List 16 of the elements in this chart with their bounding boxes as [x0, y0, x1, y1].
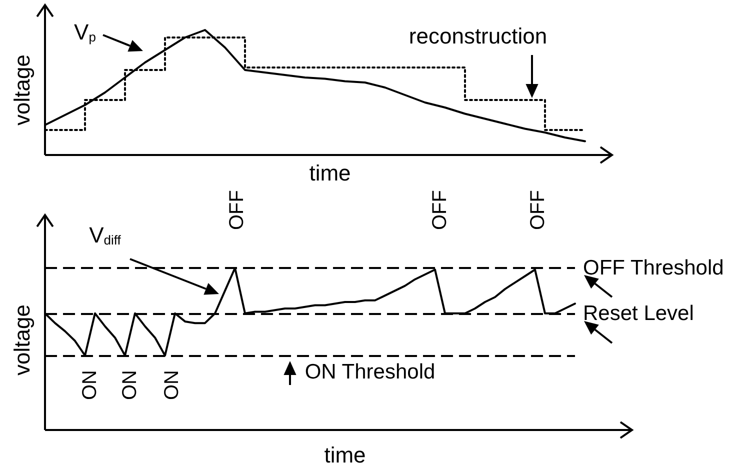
ref-line-label: ON Threshold — [304, 360, 436, 384]
annotation: ON — [79, 370, 101, 400]
annotation: ON — [119, 370, 141, 400]
annotation: ON — [161, 370, 183, 400]
y-axis-title: voltage — [10, 54, 34, 126]
y-axis-title: voltage — [10, 304, 34, 376]
x-axis-title: time — [309, 160, 351, 186]
ref-line-label: Reset Level — [583, 302, 694, 325]
text: OFF — [429, 190, 451, 230]
series-label: reconstruction — [408, 24, 548, 48]
ref-line-label: OFF Threshold — [583, 256, 724, 280]
text: OFF — [226, 190, 248, 230]
x-axis-title: time — [324, 442, 366, 468]
text: OFF — [527, 190, 549, 230]
legend-label: Vdiff — [89, 222, 122, 248]
legend-label: Vp — [74, 20, 96, 44]
